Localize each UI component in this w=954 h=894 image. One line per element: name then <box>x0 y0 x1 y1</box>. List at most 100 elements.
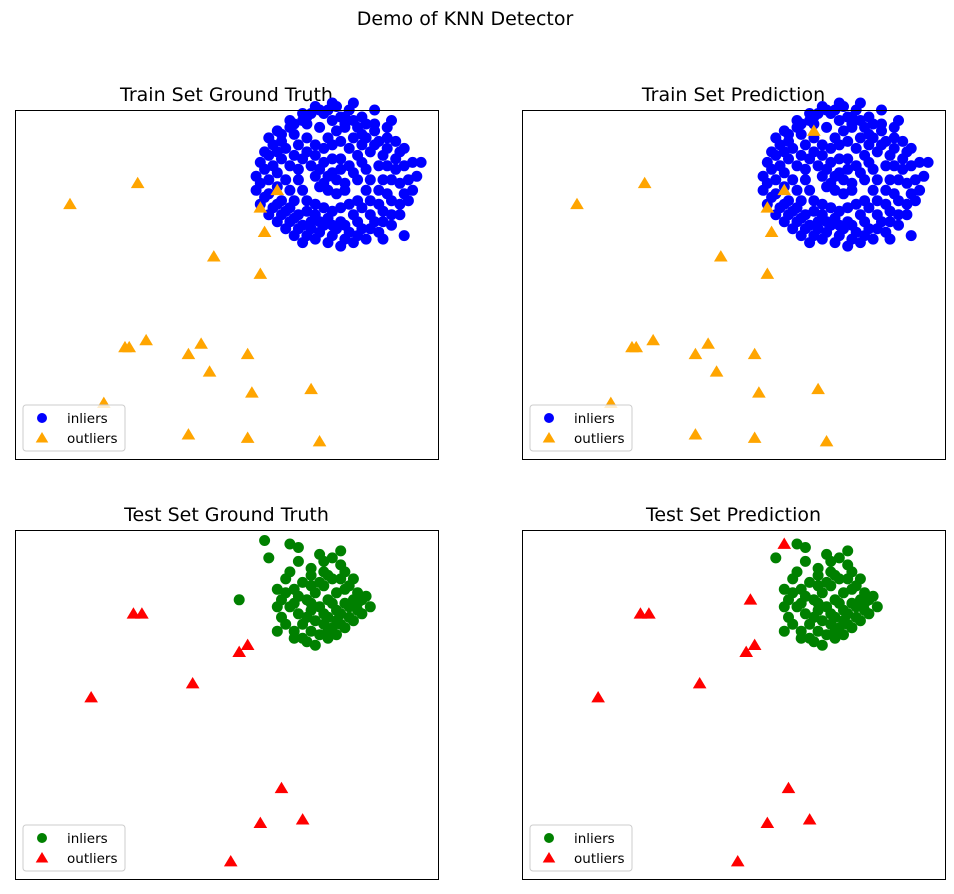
inlier-point <box>871 195 883 207</box>
inlier-point <box>322 184 334 196</box>
inlier-point <box>778 625 790 637</box>
inlier-point <box>347 615 359 627</box>
legend-marker-inliers <box>37 413 47 423</box>
inlier-point <box>842 608 854 620</box>
inlier-point <box>297 576 309 588</box>
inlier-point <box>821 121 833 133</box>
axes-frame <box>15 110 439 460</box>
outlier-point <box>692 677 707 689</box>
inlier-point <box>356 111 368 123</box>
inlier-point <box>390 135 402 147</box>
inlier-point <box>842 153 854 165</box>
inlier-point <box>816 101 828 112</box>
inlier-point <box>787 174 799 186</box>
inlier-point <box>821 576 833 588</box>
inlier-point <box>335 135 347 147</box>
inlier-point <box>322 132 334 144</box>
inlier-point <box>880 135 892 147</box>
inlier-point <box>301 205 313 217</box>
panel-title: Train Set Prediction <box>641 84 825 106</box>
inlier-point <box>394 198 406 210</box>
inlier-point <box>808 195 820 207</box>
inlier-point <box>347 132 359 144</box>
inlier-point <box>301 636 313 648</box>
outlier-point <box>688 347 703 360</box>
inlier-point <box>309 101 321 112</box>
inlier-point <box>795 632 807 644</box>
inlier-point <box>812 160 824 172</box>
outlier-point <box>135 607 149 619</box>
inlier-point <box>386 219 397 231</box>
inlier-point <box>356 128 368 140</box>
inlier-point <box>808 205 820 217</box>
outlier-point <box>747 347 762 360</box>
inlier-point <box>339 622 351 634</box>
inlier-point <box>897 163 909 175</box>
inlier-point <box>812 580 824 592</box>
inlier-point <box>335 163 347 175</box>
outlier-point <box>181 428 196 440</box>
inlier-point <box>799 174 811 186</box>
inlier-point <box>909 195 921 207</box>
outlier-point <box>637 176 652 189</box>
inlier-point <box>833 153 845 165</box>
legend-label: outliers <box>67 851 118 867</box>
inlier-point <box>816 149 828 161</box>
outlier-point <box>304 382 318 395</box>
inlier-point <box>871 601 883 613</box>
inlier-point <box>905 142 917 154</box>
inlier-point <box>795 149 807 161</box>
inlier-point <box>254 156 266 168</box>
legend-marker-outliers <box>35 852 49 863</box>
inlier-point <box>263 552 275 564</box>
inlier-point <box>901 209 913 221</box>
legend-box <box>22 824 126 872</box>
inlier-point <box>305 625 317 637</box>
inlier-point <box>309 615 321 627</box>
inlier-point <box>846 118 858 130</box>
inlier-point <box>347 115 359 126</box>
inlier-point <box>360 590 372 602</box>
inlier-point <box>292 608 304 620</box>
outlier-point <box>122 340 137 353</box>
inlier-point <box>846 566 858 578</box>
inlier-point <box>867 163 879 175</box>
inlier-point <box>914 156 926 168</box>
inlier-point <box>407 156 419 168</box>
outlier-point <box>253 816 268 829</box>
legend-marker-inliers <box>37 833 47 843</box>
outlier-point <box>760 201 775 213</box>
inlier-point <box>250 170 262 182</box>
inlier-point <box>867 233 879 245</box>
inlier-point <box>791 115 803 126</box>
inlier-point <box>250 184 262 196</box>
inlier-point <box>335 202 347 214</box>
inlier-point <box>297 237 309 249</box>
legend-marker-outliers <box>542 432 556 443</box>
legend-label: outliers <box>574 431 625 447</box>
inlier-point <box>804 184 816 196</box>
inlier-point <box>377 216 389 228</box>
outlier-point <box>709 365 724 377</box>
inlier-point <box>292 139 304 151</box>
inlier-point <box>833 97 845 109</box>
inlier-point <box>284 160 296 172</box>
inlier-point <box>326 597 338 609</box>
inlier-point <box>854 115 866 126</box>
inlier-point <box>322 569 334 581</box>
inlier-point <box>825 608 837 620</box>
inlier-point <box>284 566 296 578</box>
inlier-point <box>292 174 304 186</box>
inlier-point <box>795 230 807 242</box>
inlier-point <box>850 142 862 154</box>
outlier-point <box>240 638 255 651</box>
inlier-point <box>309 149 321 161</box>
scatter-panel: Test Set Prediction inliers outliers <box>522 504 946 880</box>
inlier-point <box>893 209 904 221</box>
inlier-point <box>369 118 381 130</box>
inlier-point <box>905 160 917 172</box>
inlier-point <box>407 184 419 196</box>
inlier-point <box>322 237 334 249</box>
inlier-point <box>922 156 934 168</box>
inlier-point <box>259 146 271 158</box>
